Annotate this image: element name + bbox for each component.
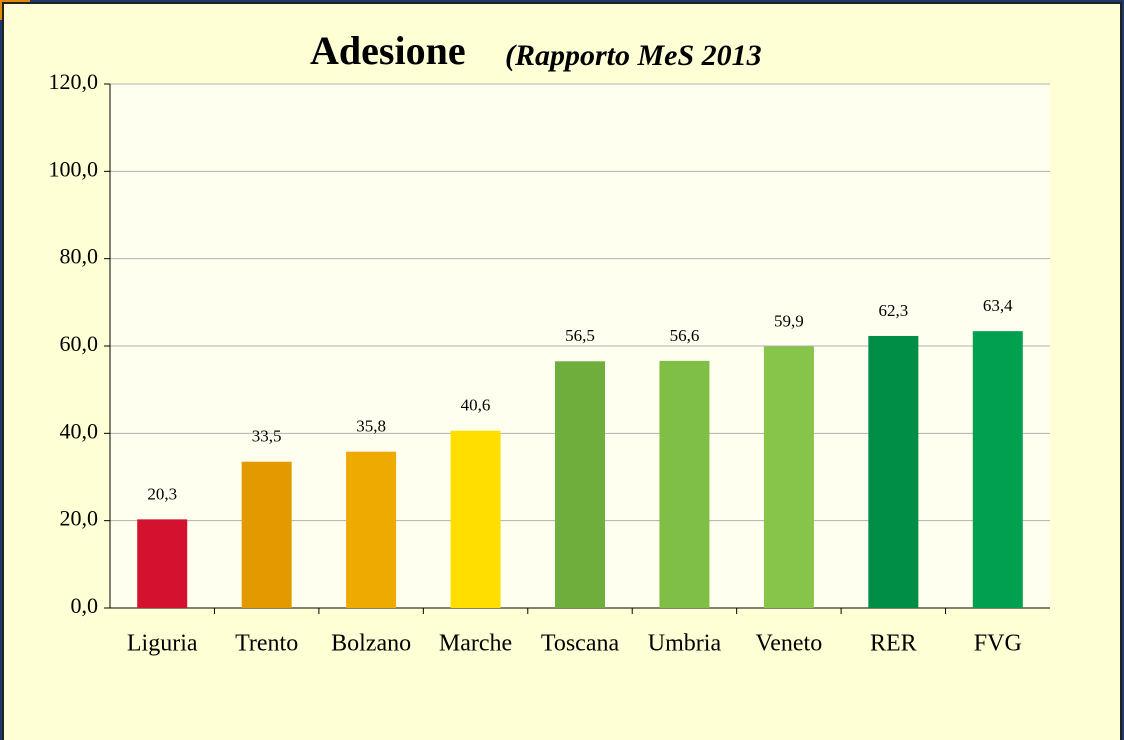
bar	[763, 346, 814, 608]
y-tick-label: 100,0	[49, 156, 99, 181]
x-tick-label: Marche	[439, 631, 512, 657]
y-tick-label: 20,0	[60, 506, 99, 531]
x-tick-label: Trento	[235, 631, 298, 657]
data-label: 20,3	[147, 484, 177, 503]
data-label: 56,6	[670, 326, 700, 345]
bar	[346, 451, 397, 608]
bar	[555, 361, 605, 608]
bar	[137, 519, 188, 608]
bar	[450, 430, 501, 608]
y-tick-label: 0,0	[71, 593, 99, 618]
data-label: 33,5	[252, 427, 282, 446]
data-label: 59,9	[774, 311, 804, 330]
x-tick-label: Bolzano	[331, 631, 411, 657]
y-tick-label: 60,0	[60, 331, 99, 356]
data-label: 56,5	[565, 326, 595, 345]
x-tick-label: Toscana	[541, 631, 620, 657]
bar	[241, 461, 292, 608]
y-tick-label: 80,0	[60, 244, 99, 269]
x-tick-label: Veneto	[756, 631, 823, 657]
bar	[868, 335, 919, 608]
chart-subtitle: (Rapporto MeS 2013	[505, 39, 762, 72]
x-tick-label: Umbria	[648, 631, 722, 657]
chart-title: Adesione	[310, 28, 466, 73]
data-label: 63,4	[983, 296, 1013, 315]
data-label: 40,6	[461, 396, 491, 415]
y-tick-label: 120,0	[49, 69, 99, 94]
bar	[659, 360, 710, 608]
x-tick-label: FVG	[974, 631, 1022, 657]
x-tick-label: RER	[870, 631, 917, 657]
y-tick-label: 40,0	[60, 418, 99, 443]
data-label: 62,3	[878, 301, 908, 320]
bar	[972, 331, 1023, 608]
data-label: 35,8	[356, 417, 386, 436]
x-tick-label: Liguria	[127, 631, 198, 657]
